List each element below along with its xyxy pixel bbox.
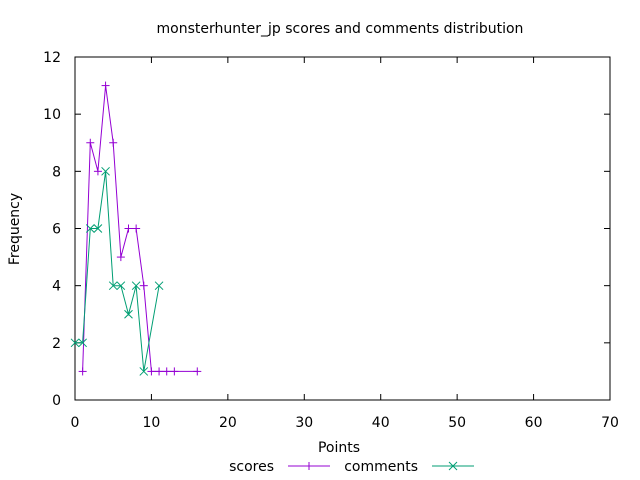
legend-marker-comments-d2	[448, 461, 458, 471]
legend-marker-comments	[448, 461, 458, 471]
x-tick-label: 10	[143, 415, 161, 431]
y-tick-label: 4	[52, 279, 61, 295]
data-point-scores	[124, 224, 133, 233]
data-point-scores	[132, 224, 141, 233]
x-axis-ticks: 0 10 20 30 40 50 60 70	[71, 57, 619, 431]
series-scores	[78, 81, 202, 376]
data-point-comments	[101, 166, 110, 176]
y-axis-label: Frequency	[7, 193, 23, 265]
data-point-comments	[85, 224, 95, 233]
data-point-comments	[124, 309, 133, 319]
x-tick-label: 30	[295, 415, 313, 431]
data-point-comments-d2	[154, 281, 164, 291]
plot-frame	[74, 56, 611, 401]
legend-marker-scores	[305, 462, 313, 470]
y-tick-label: 10	[43, 107, 61, 123]
data-point-scores	[139, 281, 148, 290]
chart-title: monsterhunter_jp scores and comments dis…	[157, 21, 524, 37]
data-point-comments-d2	[124, 309, 133, 319]
data-point-comments	[108, 281, 118, 291]
legend-label-scores: scores	[229, 459, 274, 475]
x-axis-label: Points	[318, 440, 360, 456]
y-tick-label: 8	[52, 164, 61, 180]
data-point-comments-d2	[116, 281, 126, 291]
data-point-comments-d2	[139, 367, 149, 376]
x-tick-label: 20	[219, 415, 237, 431]
data-point-scores	[93, 167, 102, 176]
data-point-scores	[109, 138, 118, 147]
data-point-comments	[93, 224, 103, 233]
x-tick-label: 70	[601, 415, 619, 431]
data-point-comments	[131, 281, 141, 291]
y-axis-ticks: 0 2 4 6 8 10 12	[43, 50, 610, 409]
data-point-comments	[154, 281, 164, 291]
legend-sample-comments	[432, 461, 474, 471]
y-tick-label: 0	[52, 393, 61, 409]
data-point-comments-d2	[131, 281, 141, 291]
data-point-scores	[78, 367, 87, 376]
x-tick-label: 40	[372, 415, 390, 431]
data-point-scores	[147, 367, 156, 376]
data-point-comments-d2	[85, 224, 95, 233]
axes	[74, 56, 611, 401]
x-tick-label: 0	[71, 415, 80, 431]
data-point-scores	[116, 253, 125, 262]
data-point-scores	[193, 367, 202, 376]
data-point-scores	[86, 138, 95, 147]
data-point-comments	[116, 281, 126, 291]
series-comments	[70, 166, 164, 376]
data-point-comments	[70, 338, 80, 348]
data-point-scores	[170, 367, 179, 376]
data-point-comments-d2	[78, 338, 87, 348]
data-point-scores	[101, 81, 110, 90]
data-point-scores	[162, 367, 171, 376]
legend-sample-scores	[288, 462, 330, 470]
data-point-comments-d2	[101, 166, 110, 176]
data-point-scores	[155, 367, 164, 376]
data-point-comments	[78, 338, 87, 348]
data-point-comments-d2	[70, 338, 80, 348]
x-tick-label: 60	[525, 415, 543, 431]
y-tick-label: 12	[43, 50, 61, 66]
y-tick-label: 2	[52, 336, 61, 352]
legend: scores comments	[229, 459, 474, 475]
x-tick-label: 50	[448, 415, 466, 431]
legend-label-comments: comments	[344, 459, 418, 475]
data-point-comments-d2	[108, 281, 118, 291]
y-tick-label: 6	[52, 222, 61, 238]
data-point-comments-d2	[93, 224, 103, 233]
series-layer	[70, 81, 202, 376]
data-point-comments	[139, 367, 149, 376]
